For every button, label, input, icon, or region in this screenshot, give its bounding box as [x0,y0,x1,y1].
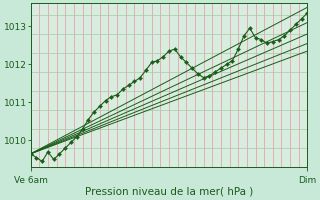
X-axis label: Pression niveau de la mer( hPa ): Pression niveau de la mer( hPa ) [85,187,253,197]
